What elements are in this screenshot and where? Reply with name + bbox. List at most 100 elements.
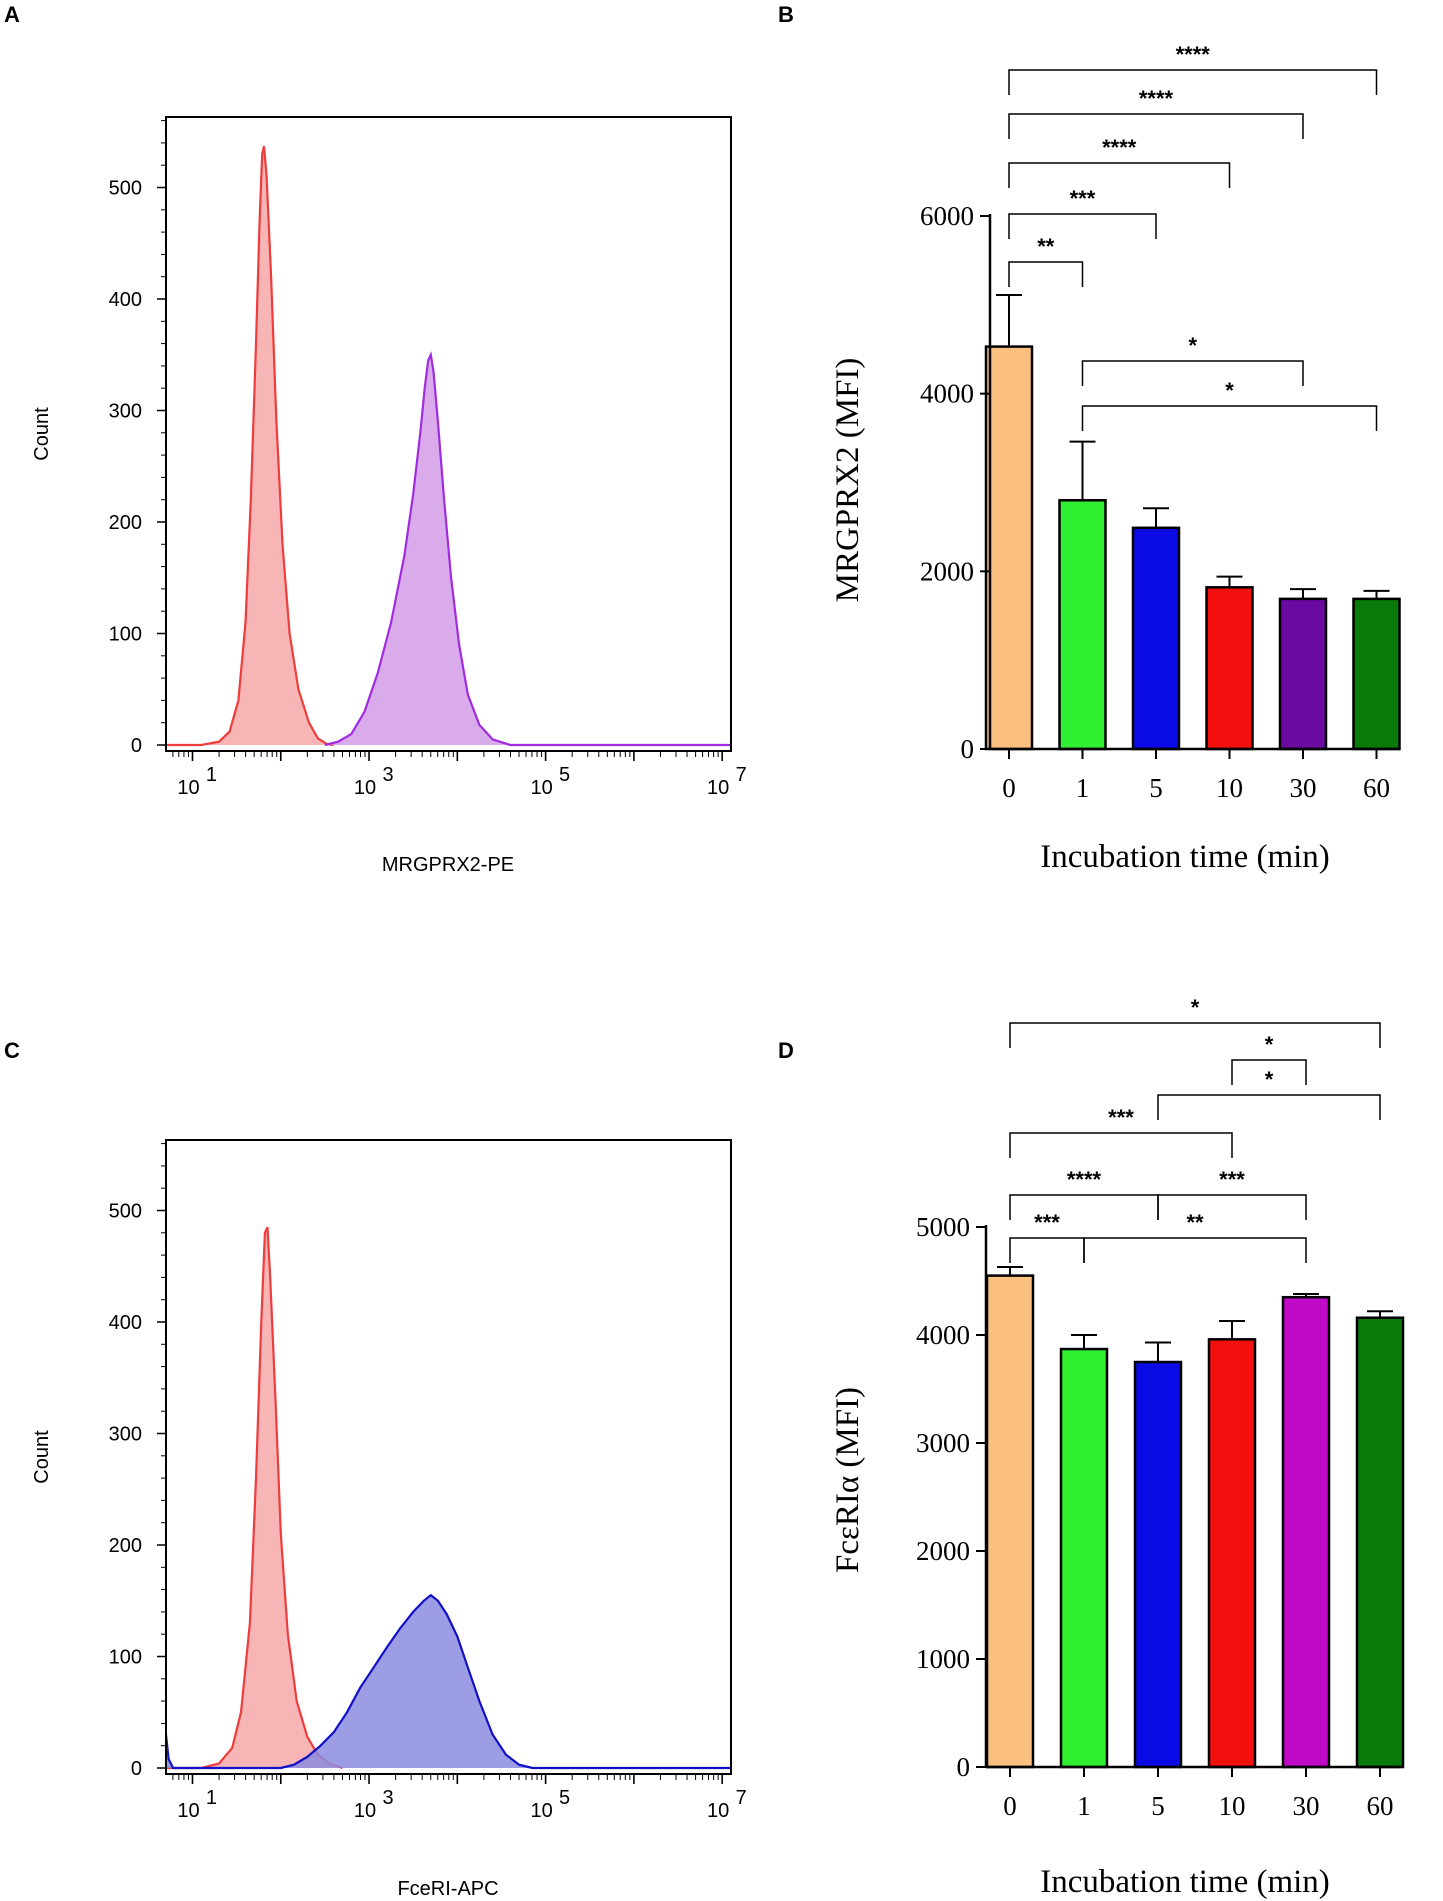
histogram-a-y-title: Count <box>31 407 53 461</box>
histogram-c-x-tick-exponent: 7 <box>736 1787 747 1809</box>
histogram-a-y-tick-label: 100 <box>109 624 142 646</box>
bar-chart-d-significance-label: *** <box>1108 1105 1134 1130</box>
bar-chart-b-significance-bracket <box>1008 113 1304 139</box>
histogram-a-plot <box>166 145 731 747</box>
bar-chart-b-significance-bracket <box>1008 213 1157 239</box>
bar-chart-d-axes: 0 1 5 10 30 60 0 1000 2000 3000 4000 5000 <box>916 1212 1400 1821</box>
bar-chart-d-significance-label: ** <box>1186 1210 1204 1235</box>
bar-chart-d-y-tick-label: 4000 <box>916 1320 970 1350</box>
bar-chart-b-bar-1 <box>1058 499 1107 751</box>
bar-chart-d-bars <box>985 1265 1405 1769</box>
bar-chart-b-bar-0 <box>984 345 1034 751</box>
bar-chart-b-bars <box>984 294 1401 751</box>
bar-chart-d-bar-5 <box>1133 1360 1183 1769</box>
histogram-a-x-title: MRGPRX2-PE <box>382 854 514 876</box>
panel-letter-d: D <box>778 1038 794 1063</box>
histogram-a-y-tick-label: 300 <box>109 401 142 423</box>
panel-letter-b: B <box>778 2 794 27</box>
bar-chart-d-y-tick-label: 5000 <box>916 1212 970 1242</box>
bar-chart-d-x-tick-label: 5 <box>1151 1791 1165 1821</box>
bar-chart-d-x-tick-label: 1 <box>1077 1791 1091 1821</box>
panel-letter-c: C <box>4 1038 20 1063</box>
histogram-a-x-tick-exponent: 7 <box>736 764 747 786</box>
histogram-c-y-tick-label: 0 <box>131 1758 142 1780</box>
bar-chart-d-significance-label: *** <box>1034 1210 1060 1235</box>
histogram-c-x-tick-label: 10 <box>177 1800 199 1822</box>
histogram-c-x-tick-label: 10 <box>530 1800 552 1822</box>
bar-chart-b-significance-label: **** <box>1176 42 1211 67</box>
histogram-a-y-tick-label: 400 <box>109 289 142 311</box>
histogram-a-y-tick-label: 500 <box>109 178 142 200</box>
bar-chart-d-bar-10 <box>1207 1338 1257 1769</box>
bar-chart-d-significance-label: *** <box>1219 1167 1245 1192</box>
bar-chart-b-x-title: Incubation time (min) <box>1040 839 1330 875</box>
histogram-c-y-ticks: 0 100 200 300 400 500 <box>109 1143 166 1780</box>
bar-chart-b-significance-label: * <box>1225 378 1234 403</box>
bar-chart-b-significance-bracket <box>1008 69 1378 95</box>
histogram-a-x-tick-label: 10 <box>530 777 552 799</box>
histogram-a-y-ticks: 0 100 200 300 400 500 <box>109 120 166 757</box>
bar-chart-b-x-tick-label: 30 <box>1290 773 1317 803</box>
bar-chart-b-bar-30 <box>1278 597 1328 751</box>
bar-chart-b-axes: 0 1 5 10 30 60 0 2000 4000 6000 <box>920 201 1400 803</box>
bar-chart-d-y-title: FcεRIα (MFI) <box>830 1387 866 1573</box>
histogram-a-x-tick-exponent: 1 <box>206 764 217 786</box>
bar-chart-d-bar-0 <box>985 1274 1035 1769</box>
bar-chart-b-bar-5 <box>1131 526 1181 751</box>
bar-chart-b-significance-label: **** <box>1139 86 1174 111</box>
bar-chart-b-x-tick-label: 1 <box>1076 773 1090 803</box>
histogram-c-plot <box>164 1226 731 1770</box>
histogram-c-x-ticks: 10 1 10 3 10 5 10 7 <box>172 1774 747 1822</box>
histogram-c-fill-0 <box>166 1227 343 1768</box>
histogram-c-x-title: FceRI-APC <box>397 1878 498 1900</box>
histogram-a-x-tick-exponent: 3 <box>382 764 393 786</box>
histogram-c-x-tick-exponent: 1 <box>206 1787 217 1809</box>
bar-chart-b-y-tick-label: 2000 <box>920 556 974 586</box>
bar-chart-d-x-title: Incubation time (min) <box>1040 1864 1330 1900</box>
bar-chart-d-significance-label: * <box>1191 995 1200 1020</box>
bar-chart-b-bar-10 <box>1205 586 1254 751</box>
bar-chart-b-significance: ******************* <box>1008 42 1378 431</box>
histogram-c-y-tick-label: 300 <box>109 1424 142 1446</box>
histogram-c-x-tick-label: 10 <box>707 1800 729 1822</box>
histogram-a-x-tick-label: 10 <box>177 777 199 799</box>
bar-chart-d-significance-bracket <box>1157 1094 1381 1120</box>
bar-chart-d-x-tick-label: 0 <box>1003 1791 1017 1821</box>
histogram-c-curve-1 <box>164 1593 731 1770</box>
bar-chart-d-significance-bracket <box>1157 1194 1307 1220</box>
histogram-c-fill-1 <box>166 1595 731 1768</box>
bar-chart-d-significance-bracket <box>1009 1194 1159 1220</box>
histogram-c-y-tick-label: 500 <box>109 1201 142 1223</box>
bar-chart-d-y-tick-label: 2000 <box>916 1536 970 1566</box>
histogram-c-y-title: Count <box>31 1430 53 1484</box>
bar-chart-b-x-tick-label: 10 <box>1216 773 1243 803</box>
histogram-c-x-tick-exponent: 5 <box>559 1787 570 1809</box>
bar-chart-d-significance-bracket <box>1231 1059 1307 1085</box>
bar-chart-b-y-tick-label: 0 <box>961 734 975 764</box>
histogram-a-curve-1 <box>324 351 731 747</box>
bar-chart-d-significance-bracket <box>1009 1237 1085 1263</box>
bar-chart-d-y-tick-label: 3000 <box>916 1428 970 1458</box>
histogram-c-y-tick-label: 100 <box>109 1647 142 1669</box>
bar-chart-d-x-tick-label: 60 <box>1367 1791 1394 1821</box>
bar-chart-d-x-tick-label: 30 <box>1293 1791 1320 1821</box>
histogram-c-y-tick-label: 400 <box>109 1312 142 1334</box>
histogram-a-curve-0 <box>166 145 334 747</box>
histogram-a-x-tick-exponent: 5 <box>559 764 570 786</box>
bar-chart-b-bar-60 <box>1352 597 1401 751</box>
bar-chart-d-significance-label: **** <box>1067 1167 1102 1192</box>
bar-chart-b-significance-bracket <box>1008 162 1231 188</box>
histogram-a-fill-1 <box>324 354 731 745</box>
bar-chart-d-significance-label: * <box>1265 1032 1274 1057</box>
bar-chart-d-significance-label: * <box>1265 1067 1274 1092</box>
histogram-c-curve-0 <box>166 1226 343 1770</box>
bar-chart-b-x-tick-label: 5 <box>1149 773 1163 803</box>
panel-letter-a: A <box>4 2 20 27</box>
histogram-a-x-tick-label: 10 <box>707 777 729 799</box>
bar-chart-d-y-tick-label: 0 <box>957 1752 971 1782</box>
bar-chart-b-x-tick-label: 60 <box>1363 773 1390 803</box>
bar-chart-d-significance-bracket <box>1083 1237 1307 1263</box>
bar-chart-b-y-tick-label: 6000 <box>920 201 974 231</box>
histogram-panel-a: 0 100 200 300 400 500 10 1 10 3 10 5 10 7 MRGPRX2-PE… <box>31 116 747 876</box>
